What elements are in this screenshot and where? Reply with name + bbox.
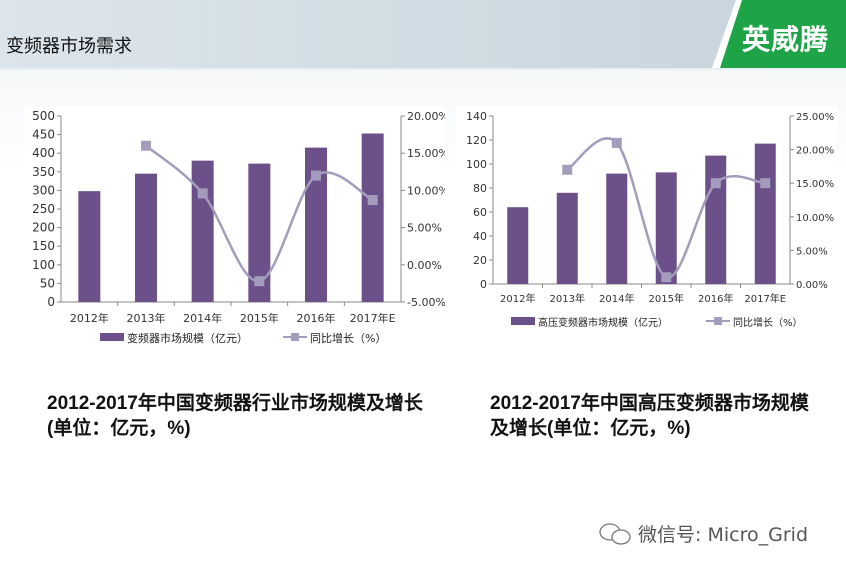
wechat-icon: [599, 523, 631, 545]
bar-2012年: [507, 207, 529, 284]
growth-marker: [710, 178, 721, 189]
growth-marker: [661, 272, 672, 283]
left-tick-label: 0: [47, 295, 55, 309]
left-tick-label: 0: [480, 278, 487, 291]
chart-market-size: 0 50 100 150 200 250 300 350 400 450 500 -5.00% 0.00…: [32, 109, 449, 345]
right-tick-label: 20.00%: [407, 110, 445, 123]
watermark-text: 微信号: Micro_Grid: [638, 524, 808, 546]
growth-marker: [141, 140, 151, 151]
left-tick-label: 60: [473, 206, 487, 219]
growth-marker: [760, 178, 771, 189]
category-label: 2017年E: [744, 292, 786, 305]
caption-chart-2: 2012-2017年中国高压变频器市场规模及增长(单位：亿元，%): [490, 393, 809, 439]
legend-line-marker: [291, 333, 299, 341]
right-tick-label: 10.00%: [407, 184, 445, 197]
left-tick-label: 100: [466, 158, 487, 171]
right-tick-label: 15.00%: [796, 179, 834, 190]
legend-line-label: 同比增长（%）: [733, 316, 803, 329]
category-label: 2012年: [500, 292, 535, 305]
growth-marker: [311, 170, 321, 181]
chart-panel-1: 0 50 100 150 200 250 300 350 400 450 500 -5.00% 0.00…: [25, 106, 449, 346]
legend-bar-swatch: [100, 333, 124, 341]
left-tick-label: 200: [32, 221, 55, 235]
logo-badge: [712, 0, 846, 68]
growth-marker: [367, 195, 378, 206]
category-label: 2015年: [240, 311, 279, 325]
left-tick-label: 100: [32, 258, 55, 272]
right-tick-label: -5.00%: [407, 296, 445, 309]
category-label: 2014年: [183, 311, 222, 325]
legend-bar-swatch: [511, 317, 535, 325]
left-tick-label: 40: [473, 230, 487, 243]
bar-2012年: [78, 191, 101, 302]
bar-2014年: [606, 173, 628, 284]
bar-2016年: [705, 155, 727, 284]
right-tick-label: 0.00%: [796, 280, 828, 291]
left-tick-label: 140: [466, 110, 487, 123]
category-label: 2012年: [70, 311, 109, 325]
legend-line-label: 同比增长（%）: [310, 331, 386, 345]
page-title: 变频器市场需求: [6, 36, 132, 57]
bar-2013年: [135, 173, 157, 302]
growth-marker: [254, 276, 265, 287]
chart-panel-2: 0 20 40 60 80 100 120 140 0.00% 5.00% 10.00% 15.00%…: [456, 106, 838, 331]
bar-2015年: [655, 172, 677, 284]
logo-text: 英威腾: [742, 23, 830, 56]
growth-marker: [197, 188, 208, 199]
legend-bar-label: 高压变频器市场规模（亿元）: [538, 316, 668, 329]
chart-hv-market-size: 0 20 40 60 80 100 120 140 0.00% 5.00% 10.00% 15.00%…: [466, 110, 834, 329]
left-tick-label: 300: [32, 183, 55, 197]
growth-marker: [562, 164, 573, 175]
wechat-watermark: 微信号: Micro_Grid: [598, 520, 808, 547]
right-tick-label: 25.00%: [796, 112, 834, 123]
category-label: 2016年: [698, 292, 733, 305]
legend-line-marker: [714, 317, 722, 325]
category-label: 2013年: [127, 311, 166, 325]
left-tick-label: 50: [40, 276, 55, 290]
left-tick-label: 250: [32, 202, 55, 216]
bar-2017年E: [361, 133, 384, 302]
category-label: 2015年: [649, 292, 684, 305]
category-label: 2017年E: [350, 311, 396, 325]
left-tick-label: 150: [32, 239, 55, 253]
left-tick-label: 20: [473, 254, 487, 267]
left-tick-label: 350: [32, 165, 55, 179]
category-label: 2013年: [550, 292, 585, 305]
right-tick-label: 5.00%: [796, 246, 828, 257]
left-tick-label: 120: [466, 134, 487, 147]
left-tick-label: 450: [32, 128, 55, 142]
left-tick-label: 500: [32, 109, 55, 123]
category-label: 2014年: [599, 292, 634, 305]
bar-2014年: [191, 160, 214, 302]
right-tick-label: 10.00%: [796, 213, 834, 224]
bar-2013年: [556, 192, 578, 284]
left-tick-label: 80: [473, 182, 487, 195]
right-tick-label: 0.00%: [407, 259, 442, 272]
category-label: 2016年: [297, 311, 336, 325]
bar-2017年E: [754, 143, 776, 284]
bar-2015年: [248, 163, 271, 302]
legend-bar-label: 变频器市场规模（亿元）: [127, 331, 248, 345]
left-tick-label: 400: [32, 146, 55, 160]
right-tick-label: 5.00%: [407, 222, 442, 235]
header-bar: 英威腾 变频器市场需求: [0, 0, 846, 70]
right-tick-label: 20.00%: [796, 146, 834, 157]
right-tick-label: 15.00%: [407, 147, 445, 160]
growth-marker: [611, 137, 622, 148]
caption-chart-1: 2012-2017年中国变频器行业市场规模及增长(单位：亿元，%): [47, 393, 423, 439]
bar-2016年: [305, 147, 327, 302]
